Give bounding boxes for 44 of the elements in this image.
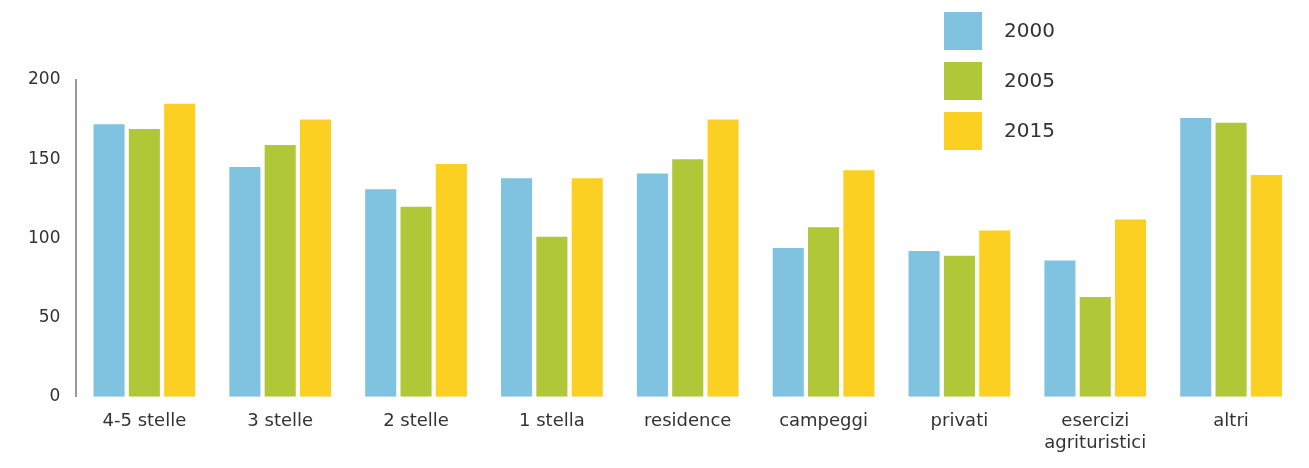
bar (299, 119, 332, 397)
bar (1079, 297, 1111, 397)
bar (808, 227, 840, 397)
bar (943, 255, 975, 397)
legend-label: 2005 (1004, 68, 1055, 93)
bar (908, 251, 940, 397)
y-tick-label: 50 (38, 306, 61, 327)
bar (128, 129, 160, 397)
legend-label: 2000 (1004, 18, 1055, 43)
y-tick-label: 200 (27, 68, 61, 89)
bar (979, 230, 1011, 397)
x-tick-label: esercizi agrituristici (1044, 409, 1147, 452)
bar (772, 247, 804, 397)
legend-label: 2015 (1004, 118, 1055, 143)
bar (264, 144, 296, 397)
bar (400, 206, 432, 397)
bar (571, 178, 603, 397)
bar (435, 163, 467, 397)
x-tick-label: 4-5 stelle (102, 409, 187, 431)
bar (707, 119, 739, 397)
x-tick-label: residence (644, 409, 732, 431)
bar (365, 189, 397, 397)
x-tick-label: privati (930, 409, 989, 431)
x-tick-label: 2 stelle (383, 409, 449, 431)
x-tick-label: altri (1213, 409, 1249, 431)
bar (636, 173, 668, 397)
x-tick-label: campeggi (779, 409, 868, 431)
bar (536, 236, 568, 397)
bar (1044, 260, 1076, 397)
bar (1115, 219, 1147, 397)
y-tick-label: 0 (49, 385, 61, 406)
y-tick-label: 150 (27, 147, 61, 168)
bar (1250, 175, 1282, 397)
x-tick-label: 1 stella (519, 409, 585, 431)
bar (1180, 118, 1212, 397)
bar (1215, 122, 1247, 397)
bar (93, 124, 125, 397)
bar (843, 170, 875, 397)
bar (164, 103, 196, 397)
y-tick-label: 100 (27, 226, 61, 247)
bar (229, 167, 261, 397)
x-tick-label: 3 stelle (247, 409, 314, 431)
bar (501, 178, 533, 397)
bar (672, 159, 704, 397)
